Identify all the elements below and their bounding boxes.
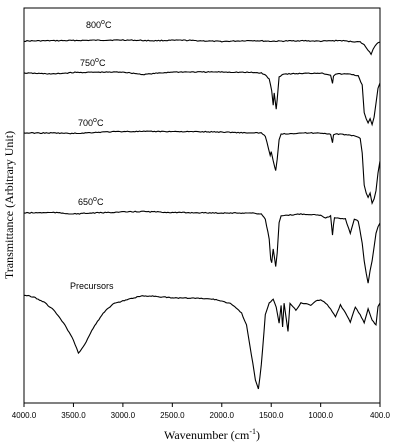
x-tick-label: 400.0 [370, 411, 391, 420]
x-axis-label-sup: -1 [249, 427, 256, 436]
series-line [24, 39, 381, 56]
x-tick-label: 4000.0 [12, 411, 37, 420]
series-label: 800oC [86, 19, 112, 30]
series-label: 700oC [78, 117, 104, 128]
series-line [24, 210, 381, 284]
plot-frame [23, 7, 381, 404]
x-tick-label: 2500.0 [160, 411, 185, 420]
series-line [23, 130, 381, 205]
x-axis-label-close: ) [256, 428, 260, 442]
x-tick-label: 1500.0 [259, 411, 284, 420]
x-tick-label: 1000.0 [308, 411, 333, 420]
x-axis-ticks: 4000.0 3500.0 3000.0 2500.0 2000.0 1500.0 1000… [12, 403, 391, 420]
series-line [23, 294, 381, 390]
x-axis-label-main: Wavenumber (cm [164, 428, 250, 442]
series-line [23, 71, 381, 127]
series-label: 750oC [80, 57, 106, 68]
series-group [23, 39, 381, 390]
x-tick-label: 3500.0 [61, 411, 86, 420]
series-labels: 800oC 750oC 700oC 650oC Precursors [70, 19, 114, 291]
series-label: 650oC [78, 196, 104, 207]
x-tick-label: 2000.0 [210, 411, 235, 420]
y-axis-label: Transmittance (Arbitrary Unit) [2, 131, 16, 279]
series-label: Precursors [70, 281, 114, 291]
x-tick-label: 3000.0 [111, 411, 136, 420]
x-axis-label: Wavenumber (cm-1) [164, 427, 260, 442]
